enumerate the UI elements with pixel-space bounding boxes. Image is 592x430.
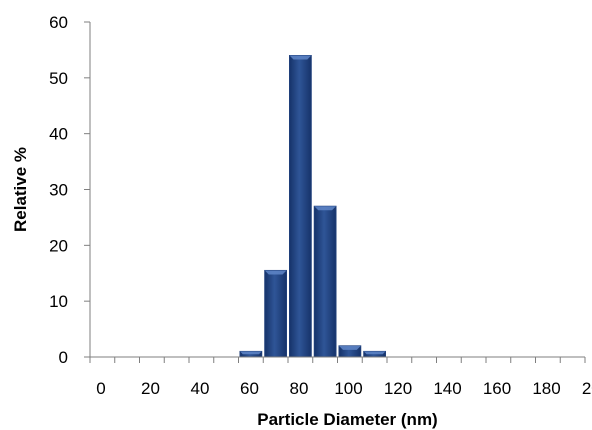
x-tick-label: 180 xyxy=(532,379,560,398)
x-tick-label: 40 xyxy=(191,379,210,398)
y-tick-label: 50 xyxy=(49,69,68,88)
x-tick-label: 100 xyxy=(334,379,362,398)
x-tick-label: 80 xyxy=(290,379,309,398)
y-axis-ticks: 0 10 20 30 40 50 60 xyxy=(49,13,90,367)
x-tick-label: 60 xyxy=(240,379,259,398)
y-tick-label: 60 xyxy=(49,13,68,32)
bar-highlight xyxy=(363,351,386,355)
x-tick-label: 200 xyxy=(582,379,592,398)
bar xyxy=(289,55,312,358)
bar-highlight xyxy=(264,270,287,275)
x-axis-ticks: 0 20 40 60 80 100 120 140 160 180 200 xyxy=(89,357,592,398)
y-tick-label: 0 xyxy=(59,348,68,367)
y-tick-label: 10 xyxy=(49,292,68,311)
x-tick-label: 0 xyxy=(96,379,105,398)
x-tick-label: 20 xyxy=(141,379,160,398)
bar-body xyxy=(264,269,287,358)
bar-body xyxy=(289,55,312,358)
y-tick-label: 40 xyxy=(49,125,68,144)
bar-body xyxy=(313,205,337,358)
bar xyxy=(338,345,362,358)
bars xyxy=(239,55,386,358)
y-axis-title: Relative % xyxy=(11,147,30,232)
bar xyxy=(239,350,263,358)
y-tick-label: 20 xyxy=(49,236,68,255)
y-tick-label: 30 xyxy=(49,181,68,200)
x-axis-title: Particle Diameter (nm) xyxy=(257,410,437,429)
bar-highlight xyxy=(289,55,312,60)
bar-highlight xyxy=(314,206,336,211)
x-tick-label: 140 xyxy=(433,379,461,398)
bar-highlight xyxy=(339,345,361,350)
bar xyxy=(264,269,287,358)
bar xyxy=(313,205,337,358)
x-tick-label: 120 xyxy=(384,379,412,398)
x-tick-label: 160 xyxy=(483,379,511,398)
bar-highlight xyxy=(240,351,262,355)
bar xyxy=(363,350,386,358)
